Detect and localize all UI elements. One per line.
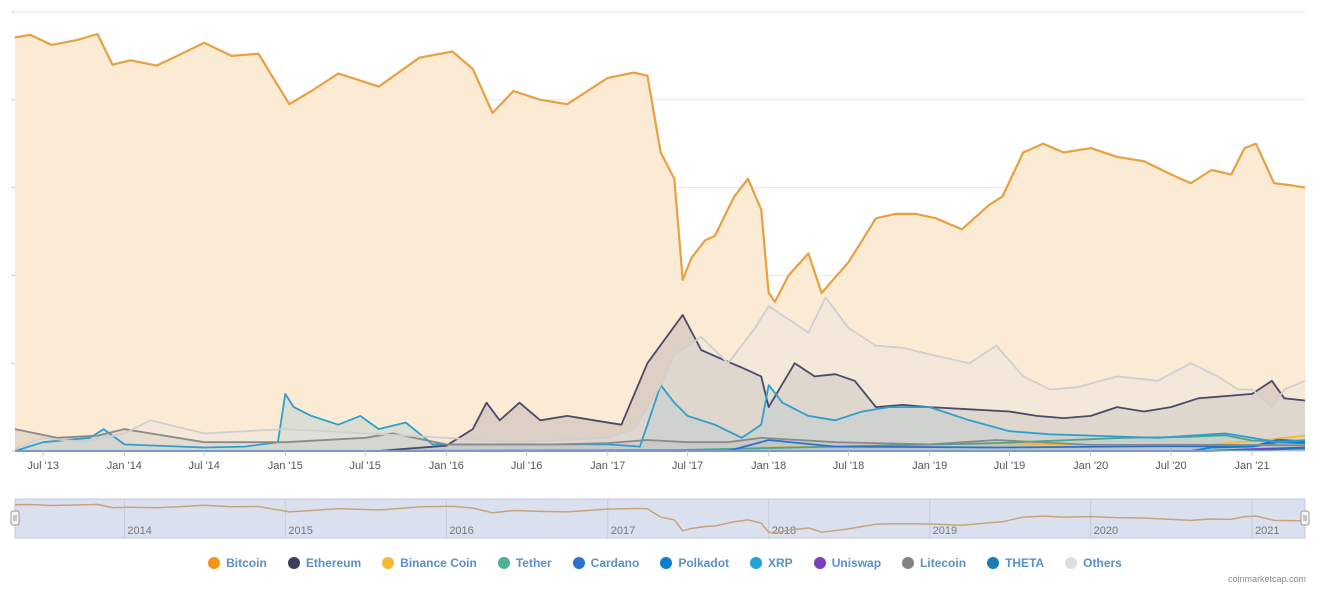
series-area-litecoin bbox=[15, 429, 1305, 451]
navigator-right-handle[interactable] bbox=[1300, 510, 1310, 526]
x-tick-label: Jul '14 bbox=[188, 460, 219, 472]
legend-label: Cardano bbox=[590, 556, 640, 570]
legend-item-others[interactable]: Others bbox=[1065, 554, 1122, 572]
series-line-others[interactable] bbox=[14, 296, 1306, 450]
legend-label: Binance Coin bbox=[400, 556, 477, 570]
legend-item-ethereum[interactable]: Ethereum bbox=[287, 554, 362, 572]
x-tick-label: Jul '15 bbox=[349, 460, 380, 472]
x-tick-label: Jul '16 bbox=[511, 460, 542, 472]
legend-label: Bitcoin bbox=[226, 556, 267, 570]
x-tick-label: Jul '20 bbox=[1155, 460, 1186, 472]
x-tick-label: Jan '14 bbox=[107, 460, 142, 472]
legend-item-bitcoin[interactable]: Bitcoin bbox=[208, 554, 267, 572]
series-line-cardano[interactable] bbox=[15, 438, 1306, 452]
legend-item-cardano[interactable]: Cardano bbox=[572, 554, 640, 572]
legend-label: Litecoin bbox=[920, 556, 967, 570]
legend-label: Ethereum bbox=[305, 556, 362, 570]
range-navigator: 2014 2015 2016 2017 2018 2019 2020 2021 bbox=[10, 498, 1310, 539]
legend-marker-icon bbox=[1065, 557, 1078, 569]
legend-item-polkadot[interactable]: Polkadot bbox=[660, 554, 729, 572]
series-line-litecoin[interactable] bbox=[14, 428, 1306, 447]
legend-label: XRP bbox=[768, 556, 793, 570]
legend-marker-icon bbox=[382, 557, 395, 569]
series-area-bitcoin bbox=[15, 34, 1305, 451]
legend-label: THETA bbox=[1005, 556, 1045, 570]
x-tick-label: Jan '20 bbox=[1073, 460, 1108, 472]
legend-marker-icon bbox=[208, 557, 221, 569]
navigator-year-label: 2015 bbox=[288, 525, 312, 537]
credit-text[interactable]: coinmarketcap.com bbox=[1227, 574, 1306, 584]
x-tick-label: Jan '15 bbox=[268, 460, 303, 472]
navigator-year-label: 2016 bbox=[449, 525, 473, 537]
legend-label: Others bbox=[1083, 556, 1122, 570]
legend-marker-icon bbox=[902, 557, 915, 569]
legend-marker-icon bbox=[287, 557, 300, 569]
legend-item-theta[interactable]: THETA bbox=[987, 554, 1044, 572]
legend-item-uniswap[interactable]: Uniswap bbox=[813, 554, 882, 572]
x-tick-label: Jan '19 bbox=[912, 460, 947, 472]
legend-item-litecoin[interactable]: Litecoin bbox=[902, 554, 966, 572]
series-area-xrp bbox=[15, 385, 1305, 451]
legend-label: Polkadot bbox=[678, 556, 730, 570]
legend-marker-icon bbox=[750, 557, 763, 569]
x-tick-label: Jan '18 bbox=[751, 460, 786, 472]
navigator-selection[interactable] bbox=[14, 498, 1306, 539]
legend-marker-icon bbox=[660, 557, 673, 569]
navigator-series-line bbox=[14, 503, 1306, 534]
navigator-year-label: 2014 bbox=[127, 525, 151, 537]
x-axis-ticks: Jul '13 Jan '14 Jul '14 Jan '15 Jul '15 Jan '… bbox=[27, 451, 1270, 472]
legend-label: Tether bbox=[515, 556, 552, 570]
navigator-year-label: 2017 bbox=[611, 525, 635, 537]
legend-marker-icon bbox=[987, 557, 1000, 569]
legend-marker-icon bbox=[813, 557, 826, 569]
navigator-year-label: 2020 bbox=[1094, 525, 1118, 537]
x-tick-label: Jan '16 bbox=[429, 460, 464, 472]
legend-marker-icon bbox=[572, 557, 585, 569]
x-tick-label: Jul '13 bbox=[27, 460, 58, 472]
x-tick-label: Jul '18 bbox=[833, 460, 864, 472]
chart-legend: Bitcoin Ethereum Binance Coin Tether Cardano… bbox=[0, 554, 1330, 572]
x-tick-label: Jul '17 bbox=[672, 460, 703, 472]
legend-item-binance-coin[interactable]: Binance Coin bbox=[382, 554, 477, 572]
navigator-left-handle[interactable] bbox=[10, 510, 20, 526]
series-area-others bbox=[15, 297, 1305, 451]
series-line-ethereum[interactable] bbox=[15, 314, 1306, 452]
legend-label: Uniswap bbox=[831, 556, 882, 570]
navigator-year-label: 2021 bbox=[1255, 525, 1279, 537]
series-area-ethereum bbox=[15, 314, 1305, 451]
series-line-bitcoin[interactable] bbox=[14, 32, 1306, 303]
legend-item-xrp[interactable]: XRP bbox=[750, 554, 793, 572]
x-tick-label: Jul '19 bbox=[994, 460, 1025, 472]
x-tick-label: Jan '17 bbox=[590, 460, 625, 472]
navigator-year-label: 2019 bbox=[933, 525, 957, 537]
legend-item-tether[interactable]: Tether bbox=[497, 554, 552, 572]
series-areas bbox=[15, 34, 1305, 451]
legend-marker-icon bbox=[497, 557, 510, 569]
x-tick-label: Jan '21 bbox=[1235, 460, 1270, 472]
